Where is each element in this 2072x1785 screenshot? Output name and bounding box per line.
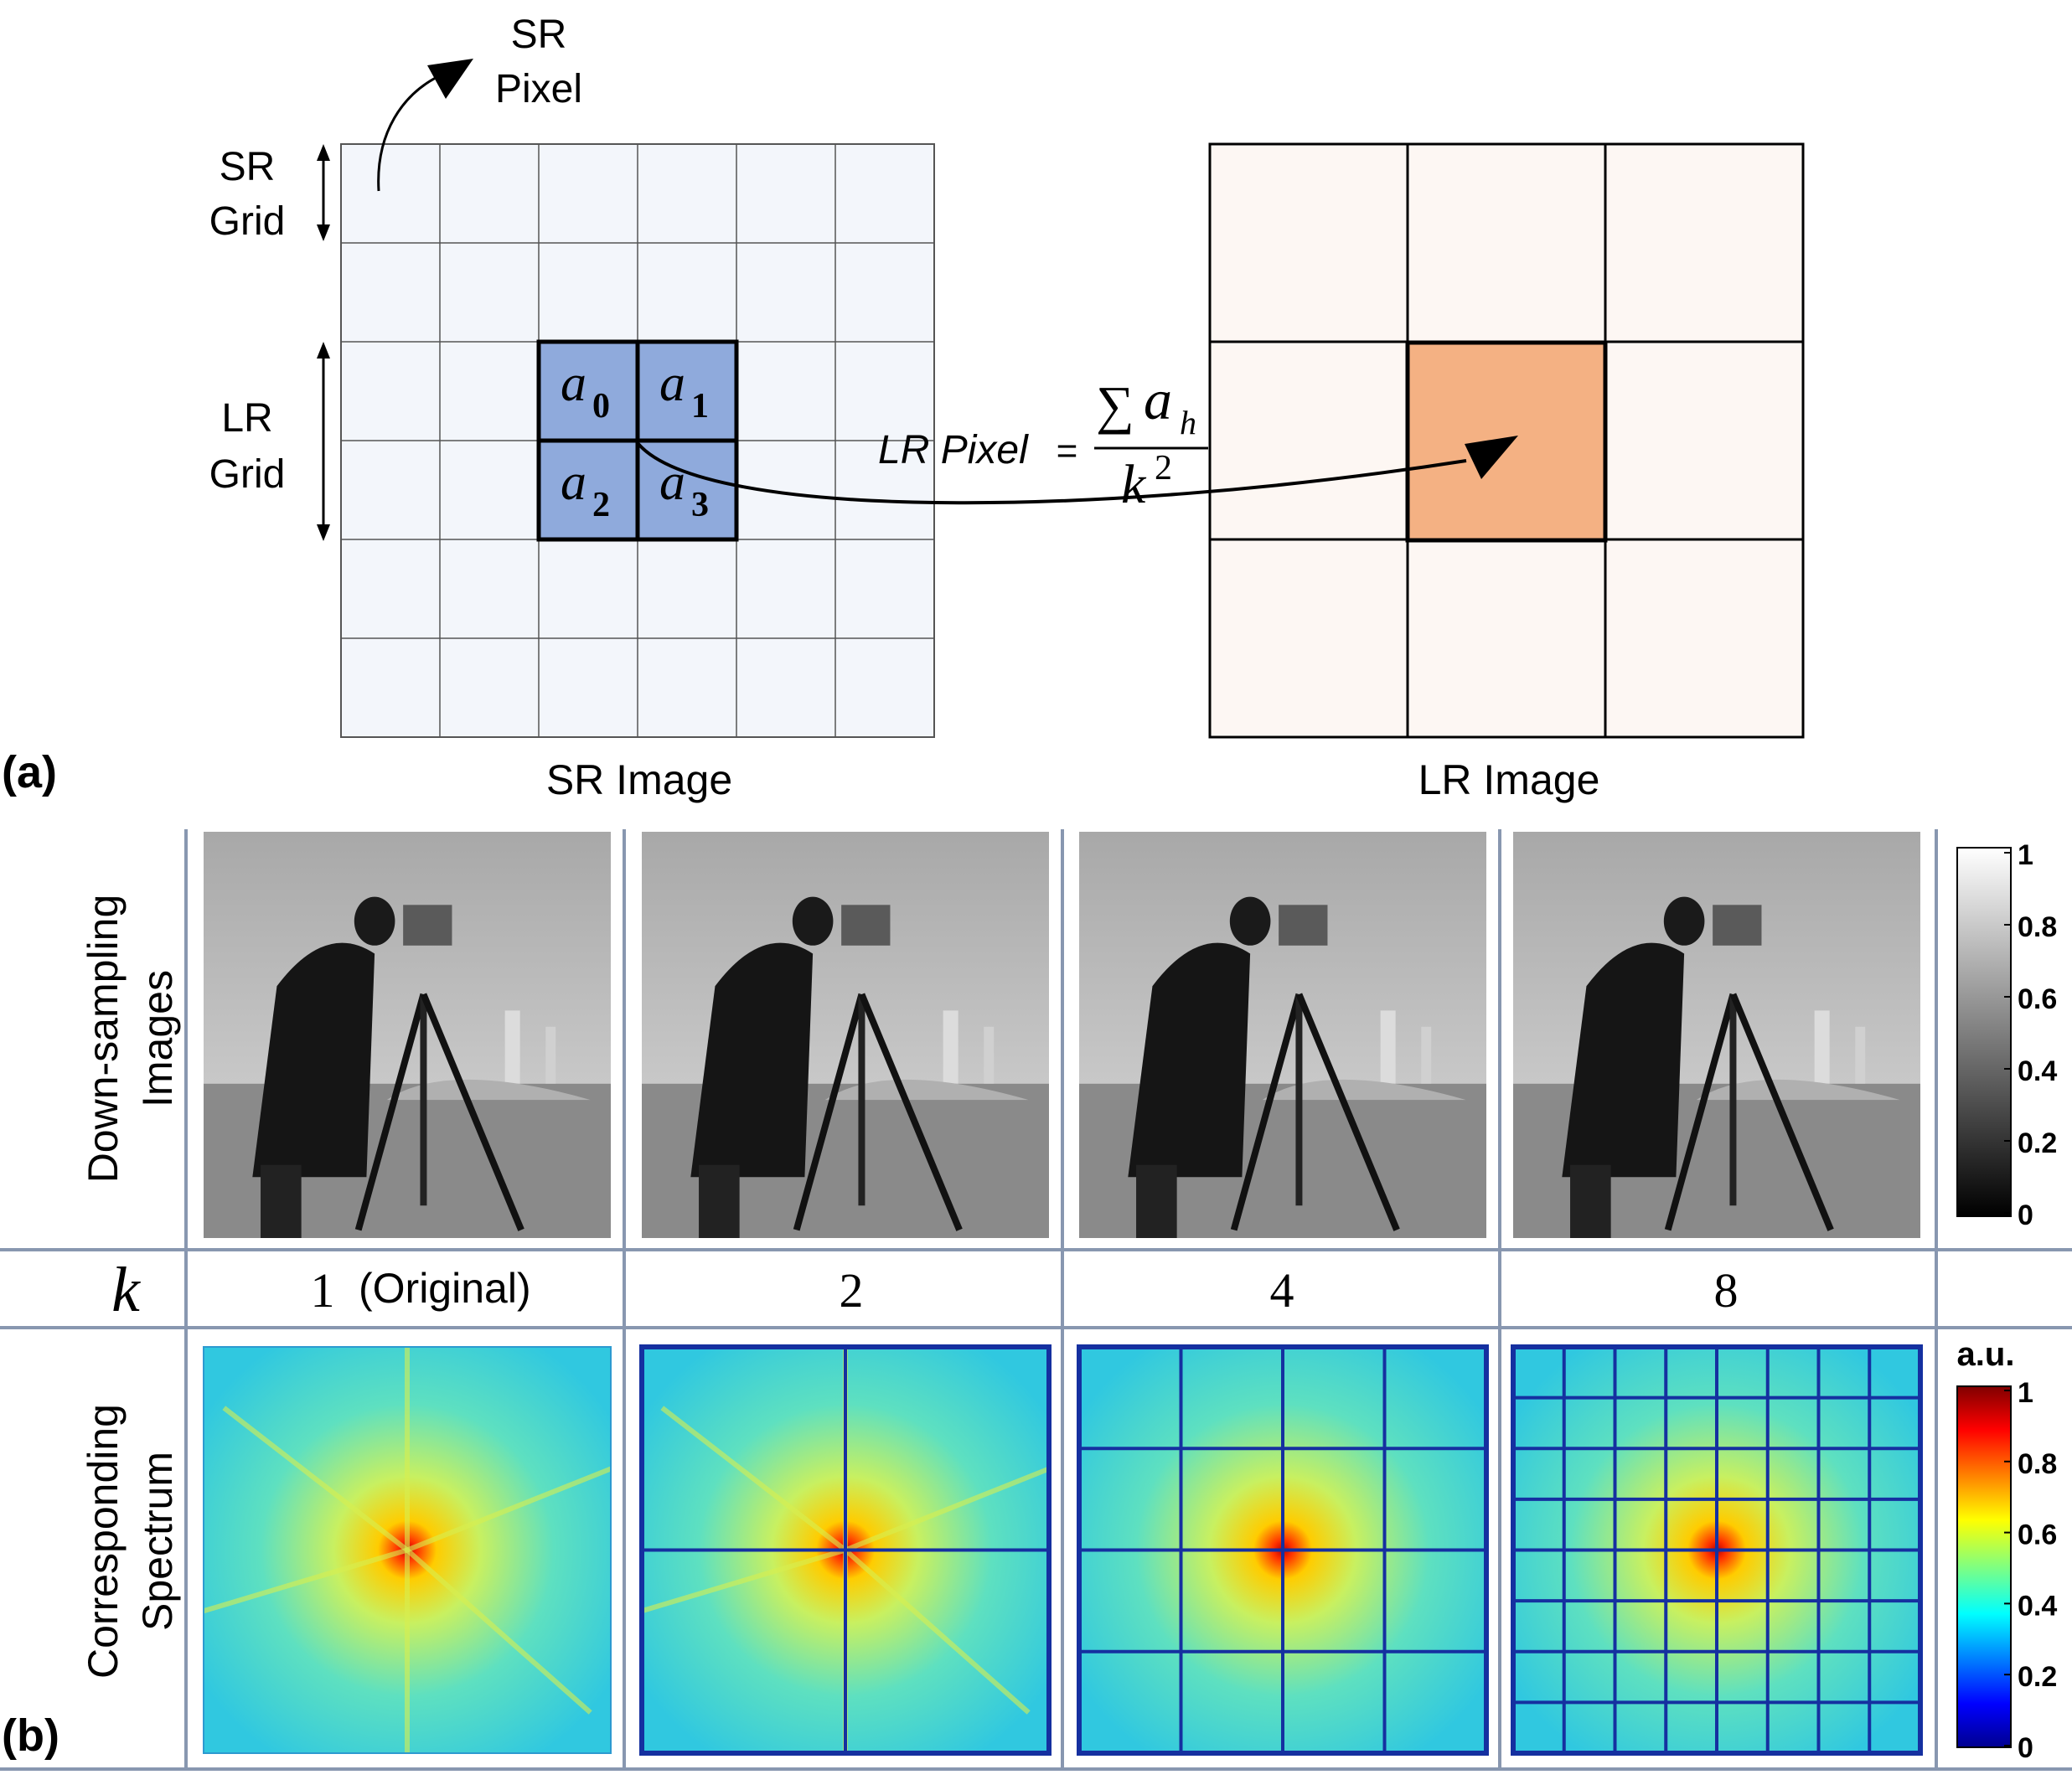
mapping-arrow <box>637 442 1467 505</box>
k-value-1: 1 (Original) <box>311 1263 531 1318</box>
formula-den-var: k <box>1121 454 1147 515</box>
spectrum-image-0 <box>203 1346 612 1754</box>
cell-sub: 3 <box>691 486 709 524</box>
sr-block: a 0 a 1a 2 a 3 <box>536 339 739 542</box>
downsampled-images <box>204 832 1920 1238</box>
gray-colorbar-tick-label: 0.8 <box>2018 911 2057 943</box>
downsampled-image-2 <box>1079 832 1486 1238</box>
jet-colorbar-tick-label: 0.6 <box>2018 1519 2057 1551</box>
formula-left: LR Pixel <box>878 428 1029 472</box>
k-value-8: 8 <box>1714 1263 1739 1318</box>
cell-var: a <box>561 454 586 511</box>
row3-label-line2: Spectrum <box>134 1452 181 1631</box>
k-value-4: 4 <box>1270 1263 1294 1318</box>
sr-image-caption: SR Image <box>546 756 732 803</box>
row1-label-line2: Images <box>134 970 181 1107</box>
cell-sub: 0 <box>592 387 610 426</box>
sr-grid-arrowhead-top <box>317 144 330 161</box>
gray-colorbar-tick-label: 0.4 <box>2018 1055 2057 1087</box>
k-value: 1 <box>311 1263 335 1318</box>
lr-grid-arrowhead-top <box>317 342 330 359</box>
k-label: k <box>111 1255 141 1325</box>
spectrum-images <box>203 1344 1923 1756</box>
formula-num-sub: h <box>1180 404 1196 441</box>
spectrum-image-3 <box>1511 1344 1923 1756</box>
sr-grid-arrowhead-bottom <box>317 224 330 241</box>
panel-a-label: (a) <box>2 747 57 797</box>
downsampled-image-1 <box>642 832 1049 1238</box>
panel-b-table-lines <box>0 829 2072 1771</box>
formula-equals: = <box>1056 431 1077 472</box>
k-value-2: 2 <box>840 1263 864 1318</box>
panel-a: a 0 a 1a 2 a 3 SR Pixel SR Grid LR Grid LR Pix… <box>2 13 1805 803</box>
jet-colorbar-tick-label: 0.4 <box>2018 1590 2057 1622</box>
downsampled-image-0 <box>204 832 611 1238</box>
sr-image-grid <box>340 143 935 738</box>
sr-pixel-arrowhead <box>427 59 473 99</box>
mapping-arrowhead <box>1465 436 1518 479</box>
gray-colorbar-tick-label: 0.2 <box>2018 1127 2057 1159</box>
gray-colorbar-tick-label: 0.6 <box>2018 983 2057 1015</box>
jet-colorbar-tick-label: 0 <box>2018 1732 2033 1764</box>
lr-pixel-formula: LR Pixel = ∑ a h k 2 <box>878 368 1208 515</box>
sr-pixel-label-line2: Pixel <box>495 67 582 111</box>
sr-pixel-arrow <box>377 72 445 192</box>
gray-colorbar-ticks: 1 0.8 0.6 0.4 0.2 0 <box>2004 839 2057 1231</box>
downsampled-image-3 <box>1513 832 1920 1238</box>
k-value-note: (Original) <box>359 1265 531 1312</box>
jet-colorbar <box>1956 1385 2012 1748</box>
jet-colorbar-title: a.u. <box>1957 1336 2015 1373</box>
gray-colorbar <box>1956 847 2012 1217</box>
jet-colorbar-tick-label: 1 <box>2018 1377 2033 1409</box>
row1-label-line1: Down-sampling <box>80 895 127 1184</box>
formula-num-var: a <box>1144 368 1172 431</box>
lr-grid-label-line1: LR <box>221 396 272 441</box>
cell-var: a <box>561 355 586 412</box>
panel-b-label: (b) <box>2 1710 59 1761</box>
gray-colorbar-tick-label: 1 <box>2018 839 2033 871</box>
sr-grid-label-line2: Grid <box>209 199 286 244</box>
spectrum-image-2 <box>1077 1344 1489 1756</box>
spectrum-image-1 <box>639 1344 1052 1756</box>
sr-pixel-label-line1: SR <box>511 13 567 57</box>
lr-image-caption: LR Image <box>1418 756 1600 803</box>
row3-label-line1: Corresponding <box>80 1404 127 1679</box>
cell-sub: 1 <box>691 387 709 426</box>
jet-colorbar-tick-label: 0.2 <box>2018 1661 2057 1693</box>
cell-var: a <box>659 355 685 412</box>
formula-den-exp: 2 <box>1155 449 1172 488</box>
formula-sum: ∑ <box>1096 375 1134 435</box>
jet-colorbar-tick-label: 0.8 <box>2018 1448 2057 1480</box>
panel-b: Down-sampling Images k Corresponding Spe… <box>0 829 2072 1771</box>
lr-grid-label-line2: Grid <box>209 452 286 497</box>
cell-sub: 2 <box>592 486 610 524</box>
sr-grid-label-line1: SR <box>220 145 276 189</box>
lr-grid-arrowhead-bottom <box>317 524 330 541</box>
jet-colorbar-ticks: 1 0.8 0.6 0.4 0.2 0 <box>2004 1377 2057 1764</box>
gray-colorbar-tick-label: 0 <box>2018 1199 2033 1231</box>
